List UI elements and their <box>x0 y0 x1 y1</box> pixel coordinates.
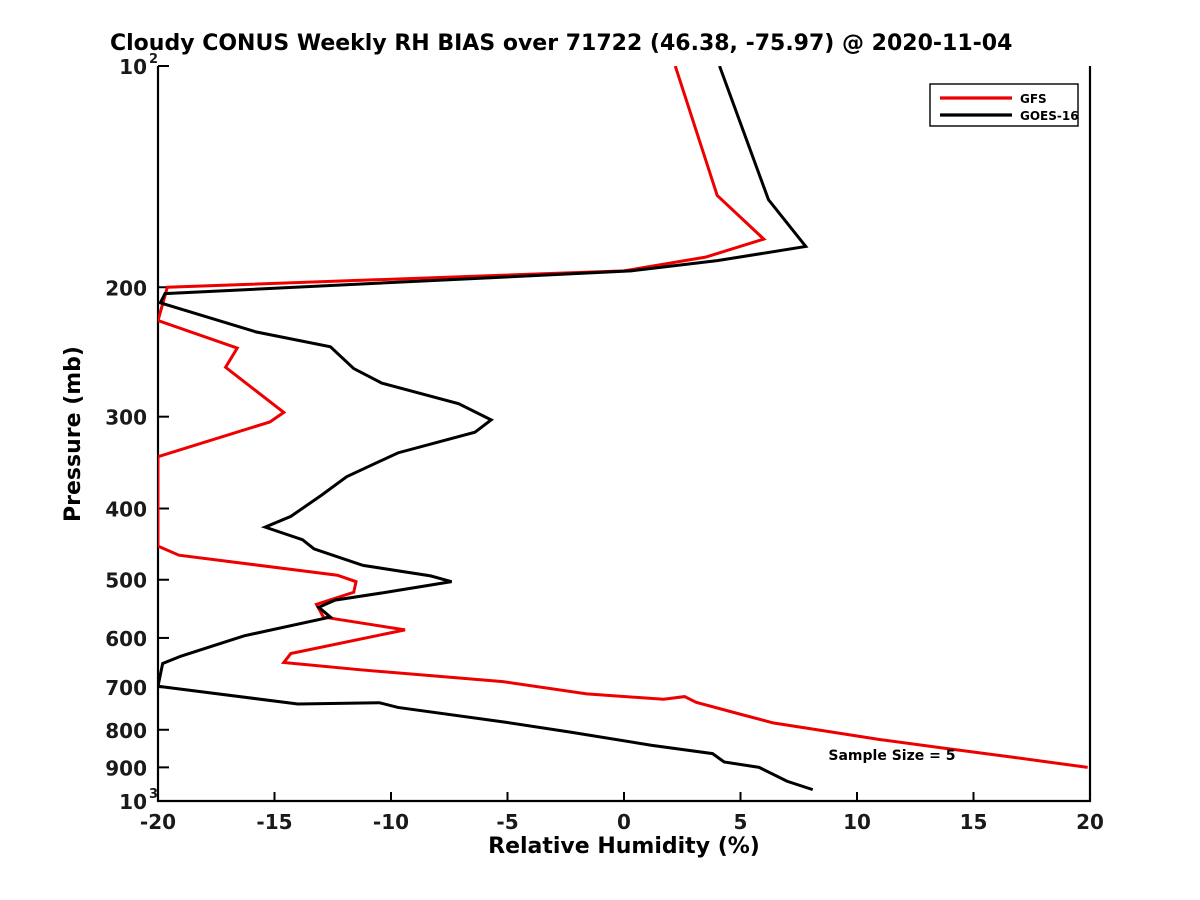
x-tick-label: 10 <box>843 810 871 834</box>
data-series-group <box>158 66 1088 792</box>
chart-title: Cloudy CONUS Weekly RH BIAS over 71722 (… <box>110 31 1012 56</box>
y-tick-label: 600 <box>105 627 147 651</box>
x-tick-label: -5 <box>496 810 518 834</box>
y-tick-label: 700 <box>105 676 147 700</box>
legend-box <box>929 83 1079 127</box>
y-tick-label-exponent: 3 <box>149 787 158 802</box>
x-tick-label: 5 <box>734 810 748 834</box>
y-tick-label-base: 10 <box>119 790 147 814</box>
axes-frame <box>156 66 1092 803</box>
x-axis-label: Relative Humidity (%) <box>488 834 760 859</box>
x-tick-label: -10 <box>373 810 409 834</box>
y-tick-label: 800 <box>105 719 147 743</box>
x-axis-label-group: Relative Humidity (%) <box>488 834 760 859</box>
y-tick-label-base: 10 <box>119 55 147 79</box>
legend-label-gfs: GFS <box>1020 92 1047 106</box>
sample-size-annotation: Sample Size = 5 <box>828 748 955 764</box>
y-tick-label: 500 <box>105 569 147 593</box>
x-tick-label: 20 <box>1076 810 1104 834</box>
series-line-goes-16 <box>158 66 814 792</box>
y-tick-label: 900 <box>105 756 147 780</box>
series-line-gfs <box>158 66 1088 769</box>
legend-label-goes-16: GOES-16 <box>1020 109 1079 123</box>
y-tick-label: 400 <box>105 498 147 522</box>
chart-legend[interactable]: GFS GOES-16 <box>929 83 1079 127</box>
y-tick-label: 200 <box>105 276 147 300</box>
x-tick-label: 15 <box>960 810 988 834</box>
x-tick-label: 0 <box>617 810 631 834</box>
y-axis-label-group: Pressure (mb) <box>61 346 86 522</box>
y-tick-label: 10 2 <box>119 52 158 79</box>
y-tick-label: 300 <box>105 406 147 430</box>
x-tick-label: -15 <box>256 810 292 834</box>
y-axis-label: Pressure (mb) <box>61 346 86 522</box>
y-tick-label: 10 3 <box>119 787 158 814</box>
x-tick-label: -20 <box>140 810 176 834</box>
y-tick-label-exponent: 2 <box>149 52 158 67</box>
chart-annotations: Sample Size = 5 <box>828 748 955 764</box>
